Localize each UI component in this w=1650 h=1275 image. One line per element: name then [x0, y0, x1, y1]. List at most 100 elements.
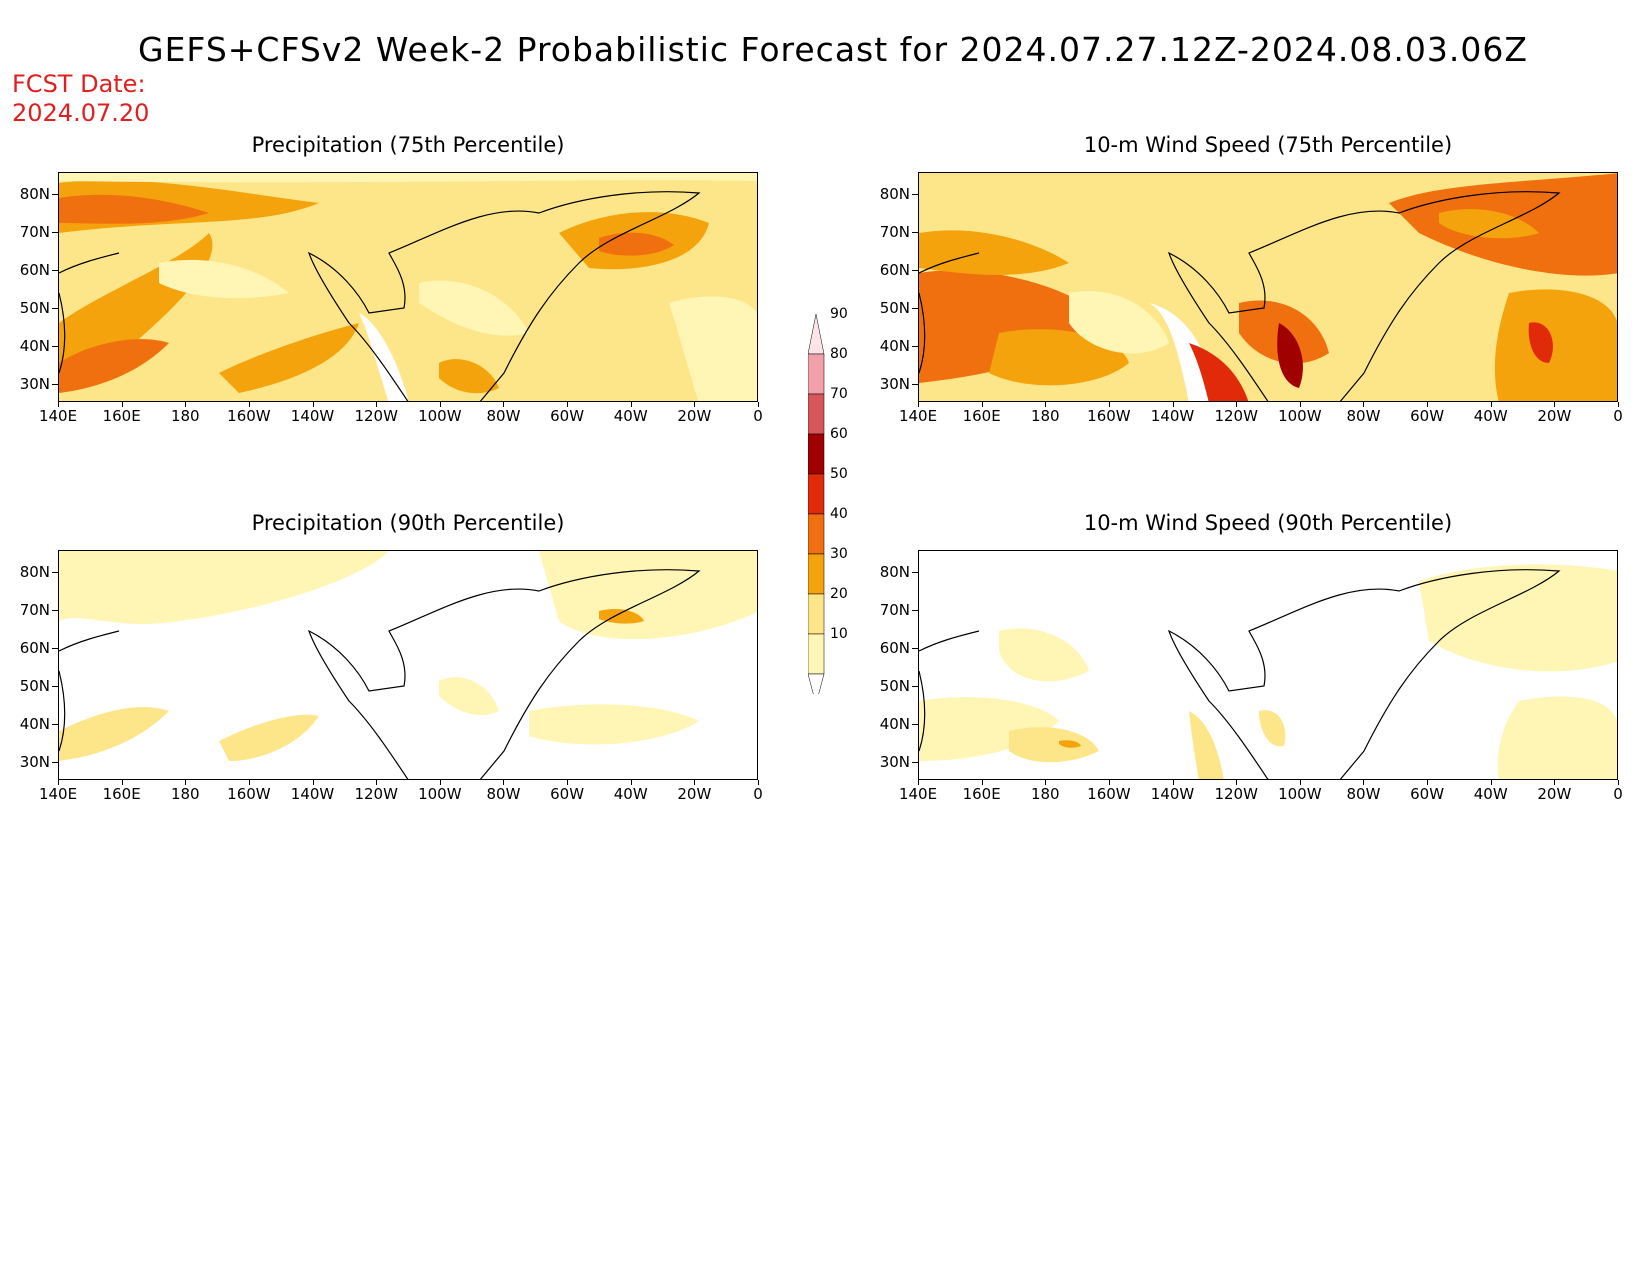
lon-label: 60W — [550, 785, 585, 803]
lon-tick — [312, 402, 314, 407]
map-wind-75th — [918, 172, 1618, 402]
lon-tick — [1363, 402, 1365, 407]
lat-tick — [912, 194, 918, 195]
lon-label: 80W — [1346, 785, 1381, 803]
lon-label: 120W — [1214, 407, 1258, 425]
lon-label: 120W — [354, 785, 398, 803]
lat-tick — [52, 194, 58, 195]
lat-tick — [52, 308, 58, 309]
lon-label: 100W — [418, 407, 462, 425]
lon-label: 140E — [898, 407, 938, 425]
lat-label: 60N — [879, 639, 910, 657]
lon-label: 140W — [1150, 785, 1195, 803]
lon-tick — [248, 780, 250, 785]
lat-tick — [52, 610, 58, 611]
lat-tick — [52, 724, 58, 725]
lon-label: 80W — [486, 785, 521, 803]
lat-label: 60N — [879, 261, 910, 279]
lon-tick — [439, 402, 441, 407]
lon-label: 140W — [290, 407, 335, 425]
lat-tick — [912, 648, 918, 649]
colorbar-swatch — [807, 553, 825, 595]
lon-tick — [503, 780, 505, 785]
lat-label: 80N — [879, 185, 910, 203]
lon-tick — [1172, 780, 1174, 785]
lon-tick — [918, 780, 919, 785]
lon-label: 140E — [898, 785, 938, 803]
colorbar-level-label: 20 — [830, 586, 848, 602]
lon-tick — [981, 780, 983, 785]
lon-tick — [758, 402, 759, 407]
lon-label: 180 — [1030, 785, 1060, 803]
lat-label: 80N — [879, 563, 910, 581]
lat-label: 40N — [19, 337, 50, 355]
wind75-field — [919, 173, 1617, 401]
lon-tick — [1490, 780, 1492, 785]
lon-label: 20W — [677, 407, 712, 425]
lon-label: 140E — [38, 785, 78, 803]
lat-label: 30N — [879, 375, 910, 393]
panel-title-precip90: Precipitation (90th Percentile) — [251, 511, 565, 535]
lon-tick — [630, 402, 632, 407]
lon-label: 140W — [290, 785, 335, 803]
lat-tick — [52, 572, 58, 573]
lat-tick — [912, 308, 918, 309]
colorbar-swatch — [807, 433, 825, 475]
lon-label: 0 — [1613, 785, 1623, 803]
lon-tick — [376, 780, 378, 785]
lon-label: 160W — [1087, 785, 1131, 803]
lon-tick — [1045, 780, 1047, 785]
lon-tick — [185, 402, 187, 407]
lon-tick — [758, 780, 759, 785]
lat-label: 50N — [879, 677, 910, 695]
lon-label: 40W — [1473, 407, 1508, 425]
precip90-field — [59, 551, 757, 779]
lat-label: 50N — [19, 299, 50, 317]
colorbar-swatch — [807, 593, 825, 635]
colorbar-swatches — [807, 313, 825, 705]
lat-tick — [52, 762, 58, 763]
lon-tick — [1490, 402, 1492, 407]
lat-label: 80N — [19, 185, 50, 203]
panel-title-wind75: 10-m Wind Speed (75th Percentile) — [1083, 133, 1453, 157]
colorbar-swatch — [807, 513, 825, 555]
lat-label: 70N — [19, 601, 50, 619]
lat-tick — [912, 270, 918, 271]
lon-tick — [121, 402, 123, 407]
lon-tick — [694, 402, 696, 407]
lat-label: 50N — [19, 677, 50, 695]
lat-tick — [52, 686, 58, 687]
lon-label: 60W — [1410, 407, 1445, 425]
lon-tick — [1554, 402, 1556, 407]
colorbar-swatch — [807, 473, 825, 515]
lon-tick — [121, 780, 123, 785]
lat-label: 70N — [879, 601, 910, 619]
lat-tick — [912, 232, 918, 233]
lat-label: 70N — [879, 223, 910, 241]
colorbar-level-label: 90 — [830, 306, 848, 322]
lon-tick — [981, 402, 983, 407]
colorbar-level-label: 60 — [830, 426, 848, 442]
lon-label: 20W — [677, 785, 712, 803]
panel-title-precip75: Precipitation (75th Percentile) — [251, 133, 565, 157]
lat-tick — [912, 384, 918, 385]
lon-tick — [630, 780, 632, 785]
lon-label: 160W — [1087, 407, 1131, 425]
colorbar-swatch — [807, 313, 825, 355]
lat-tick — [52, 270, 58, 271]
lon-label: 180 — [1030, 407, 1060, 425]
lon-tick — [1172, 402, 1174, 407]
lon-label: 160W — [227, 785, 271, 803]
lat-tick — [912, 572, 918, 573]
lon-label: 160E — [102, 407, 141, 425]
lat-label: 40N — [19, 715, 50, 733]
lat-tick — [52, 232, 58, 233]
lon-tick — [1108, 402, 1110, 407]
lon-tick — [1363, 780, 1365, 785]
lon-tick — [1299, 402, 1301, 407]
colorbar-level-label: 40 — [830, 506, 848, 522]
lon-label: 100W — [1278, 785, 1322, 803]
lon-label: 160E — [962, 785, 1001, 803]
lat-tick — [912, 610, 918, 611]
lon-tick — [1427, 402, 1429, 407]
